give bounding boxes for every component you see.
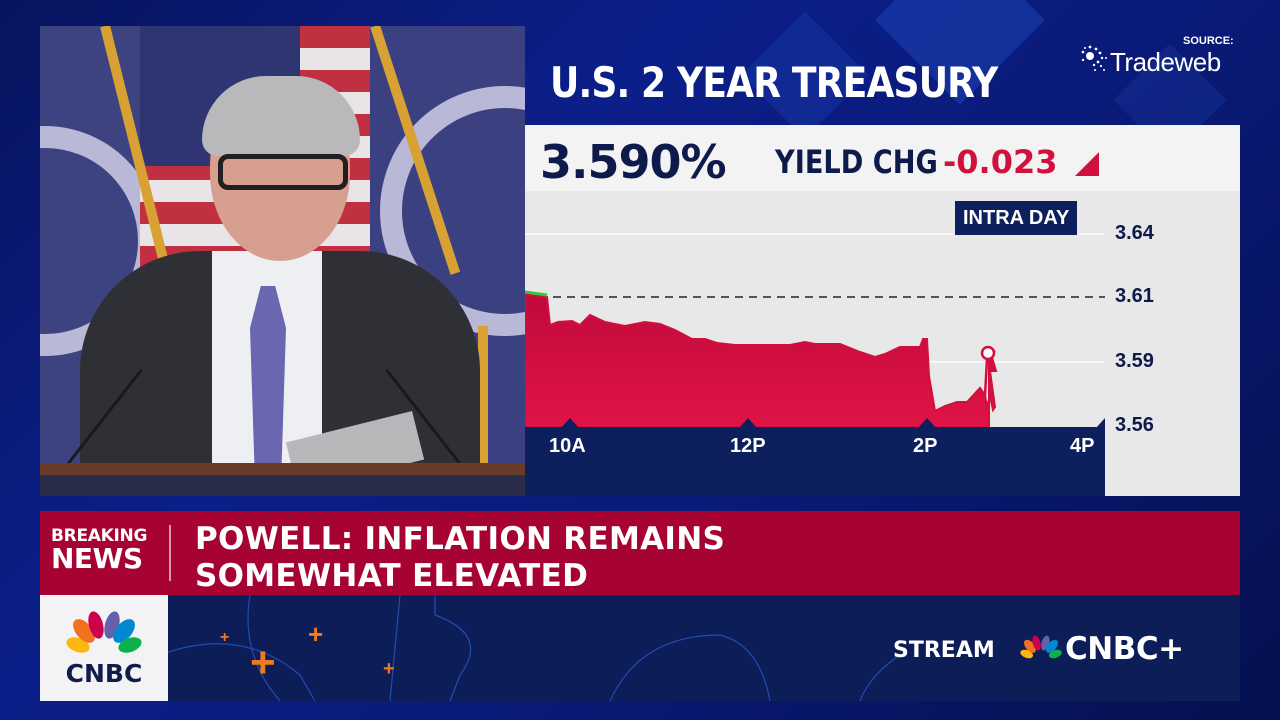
breaking-news-label: BREAKING NEWS xyxy=(51,526,148,575)
headline: POWELL: INFLATION REMAINS SOMEWHAT ELEVA… xyxy=(195,521,726,594)
last-value-marker xyxy=(980,345,996,361)
tradeweb-logo: Tradeweb xyxy=(1080,44,1221,78)
x-tick-label: 4P xyxy=(1070,435,1095,457)
source-label: SOURCE: xyxy=(1183,35,1234,47)
cnbc-wordmark: CNBC xyxy=(65,659,143,688)
x-axis-tick-markers xyxy=(561,418,1105,428)
yield-area xyxy=(525,292,998,428)
x-axis: 10A 12P 2P 4P xyxy=(525,418,1105,496)
cnbc-logo: CNBC xyxy=(40,595,168,701)
quote-bar: 3.590% YIELD CHG -0.023 xyxy=(525,125,1240,191)
plus-icon: + xyxy=(250,638,276,687)
yield-chart-panel: 3.590% YIELD CHG -0.023 INTRA DAY 3.64 3… xyxy=(525,125,1240,496)
breaking-news-banner: BREAKING NEWS POWELL: INFLATION REMAINS … xyxy=(40,511,1240,595)
yield-value: 3.590% xyxy=(540,135,727,189)
y-tick-label: 3.56 xyxy=(1115,414,1154,436)
stream-label: STREAM xyxy=(893,638,995,663)
cnbc-plus-wordmark: CNBC+ xyxy=(1065,631,1184,667)
yield-change-label: YIELD CHG xyxy=(775,143,938,181)
tradeweb-wordmark: Tradeweb xyxy=(1110,47,1221,77)
peacock-icon xyxy=(66,611,142,653)
x-tick-label: 12P xyxy=(730,435,766,457)
x-tick-label: 10A xyxy=(549,435,586,457)
y-tick-label: 3.59 xyxy=(1115,350,1154,372)
speaker-glasses xyxy=(218,154,348,190)
intraday-badge: INTRA DAY xyxy=(955,201,1078,235)
divider xyxy=(169,525,171,581)
flag-fringe xyxy=(478,326,488,466)
plus-icon: + xyxy=(383,658,395,680)
tradeweb-starburst-icon xyxy=(1081,45,1107,71)
intraday-area-chart xyxy=(525,233,1105,428)
peacock-small-icon xyxy=(1020,635,1062,659)
y-tick-label: 3.64 xyxy=(1115,222,1154,244)
plus-icon: + xyxy=(220,629,230,646)
video-feed xyxy=(40,26,525,496)
yield-change-value: -0.023 xyxy=(943,143,1058,181)
speaker-hair xyxy=(202,76,360,156)
yield-line-up-segment xyxy=(525,290,548,297)
y-tick-label: 3.61 xyxy=(1115,285,1154,307)
speaker-tie xyxy=(250,286,286,496)
podium xyxy=(40,463,525,496)
x-tick-label: 2P xyxy=(913,435,938,457)
down-triangle-icon xyxy=(1075,152,1099,176)
chart-title: U.S. 2 YEAR TREASURY xyxy=(550,58,998,107)
decorative-outline-shapes xyxy=(159,595,901,701)
bottom-ticker-bar: CNBC + + + + STREAM CNBC+ xyxy=(40,595,1240,701)
plus-icon: + xyxy=(308,619,324,649)
